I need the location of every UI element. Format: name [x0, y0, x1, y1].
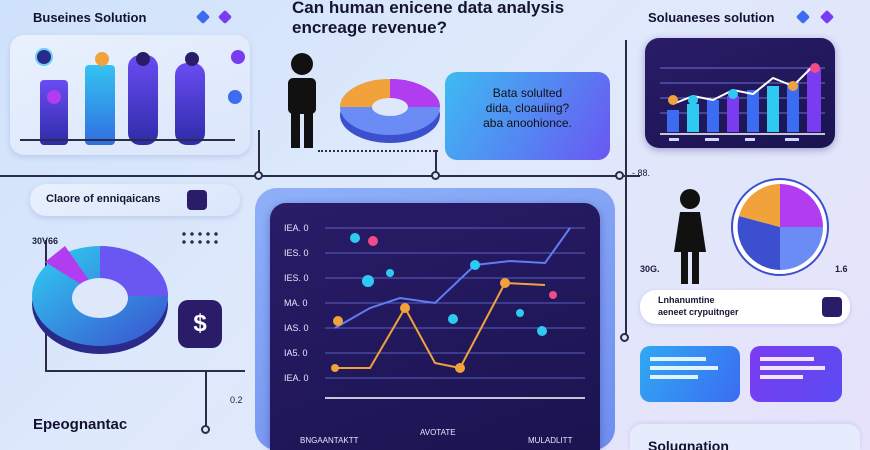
callout-line3: aba anoohionce. [483, 116, 572, 130]
line-chart: IEA. 0 IES. 0 IES. 0 MA. 0 IAS. 0 IA5. 0… [284, 223, 585, 445]
x-label: MULADLITT [528, 436, 573, 445]
grid-dots [180, 230, 220, 248]
right-top-title: Soluaneses solution [648, 10, 775, 25]
y-tick: IES. 0 [284, 248, 309, 258]
line-chart-panel [270, 203, 600, 450]
connector-line [205, 370, 207, 430]
dollar-icon: $ [193, 310, 207, 337]
right-mid-left-value: 30G. [640, 264, 660, 274]
left-top-title: Buseines Solution [33, 10, 147, 25]
connector-node [615, 171, 624, 180]
header-title-line1: Can human enicene data analysis [292, 0, 565, 17]
connector-line [258, 130, 260, 175]
left-side-value: 30V66 [32, 236, 59, 246]
x-label: AVOTATE [420, 428, 456, 437]
left-bottom-title: Epeognantac [33, 416, 128, 433]
left-bottom-value: 0.2 [230, 395, 243, 405]
series-orange-line [335, 281, 546, 370]
solutions-bar-panel [645, 38, 835, 148]
ring-chart-graphic [32, 246, 168, 354]
right-mid-right-value: 1.6 [835, 264, 848, 274]
right-bottom-title: Solugnation [648, 438, 729, 450]
square-icon [822, 297, 842, 317]
connector-node [620, 333, 629, 342]
y-tick: IEA. 0 [284, 373, 309, 383]
connector-node [201, 425, 210, 434]
y-tick: IAS. 0 [284, 323, 309, 333]
right-label-bar: Lnhanumtine aeneet crypuitnger [640, 290, 850, 324]
companies-label: Claore of enniqaicans [46, 193, 161, 205]
dotted-line [318, 150, 438, 152]
callout-line1: Bata solulted [492, 86, 563, 100]
diamond-icon [795, 9, 811, 25]
info-card-blue [640, 346, 740, 402]
connector-node [254, 171, 263, 180]
series-blue-line [334, 227, 571, 329]
y-tick: IES. 0 [284, 273, 309, 283]
pie-chart-graphic [731, 178, 829, 276]
connector-line [435, 150, 437, 175]
right-bottom-panel [630, 424, 860, 450]
y-tick: IA5. 0 [284, 348, 308, 358]
chart-right-marker: - 88. [632, 168, 651, 178]
right-bar-line1: Lnhanumtine [658, 295, 715, 305]
y-tick: IEA. 0 [284, 223, 309, 233]
diamond-icon [217, 9, 233, 25]
business-solution-panel [10, 35, 250, 155]
connector-line [0, 175, 640, 177]
header-title-line2: encreage revenue? [292, 18, 447, 37]
connector-node [431, 171, 440, 180]
donut-chart-graphic [340, 79, 440, 143]
woman-icon [674, 189, 706, 284]
x-label: BNGAANTAKTT [300, 436, 359, 445]
diamond-icon [195, 9, 211, 25]
right-bar-line2: aeneet crypuitnger [658, 307, 739, 317]
data-callout: Bata solulted dida, cloauiing? aba anooh… [445, 72, 610, 160]
diamond-icon [819, 9, 835, 25]
info-card-purple [750, 346, 842, 402]
dollar-badge-icon[interactable]: $ [178, 300, 222, 348]
pillar-chart-graphic [20, 48, 245, 145]
square-icon [187, 190, 207, 210]
connector-line [625, 40, 627, 175]
callout-line2: dida, cloauiing? [485, 101, 570, 115]
connector-line [45, 370, 245, 372]
companies-label-bar: Claore of enniqaicans [30, 184, 240, 216]
bar-line-graphic [660, 63, 825, 141]
person-icon [288, 53, 316, 148]
connector-line [625, 170, 627, 340]
y-tick: MA. 0 [284, 298, 308, 308]
header-title: Can human enicene data analysis encreage… [292, 0, 622, 38]
